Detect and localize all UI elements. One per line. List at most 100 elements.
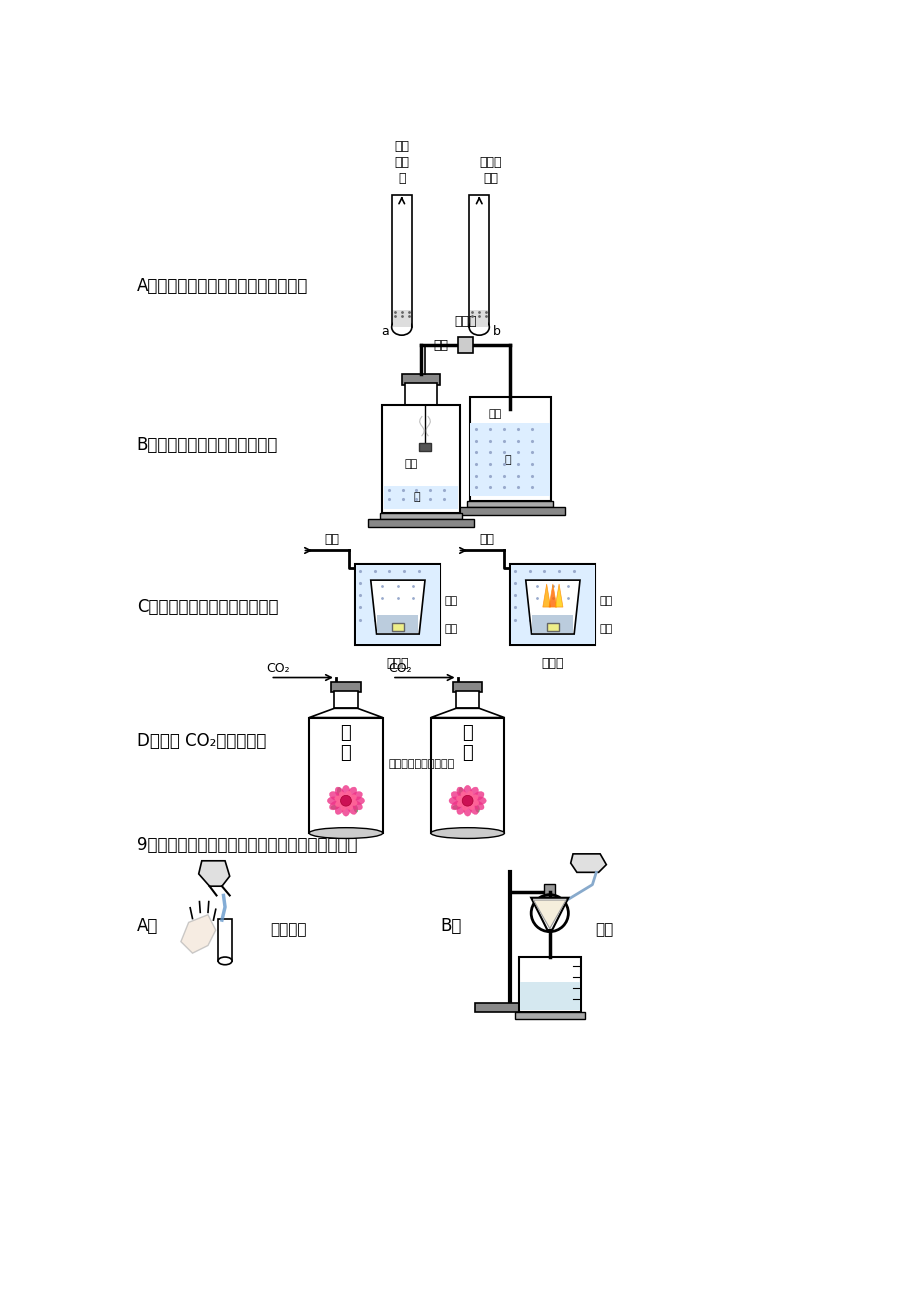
Bar (391, 195, 412, 327)
Ellipse shape (331, 805, 338, 809)
Text: 干
花: 干 花 (340, 724, 351, 763)
Ellipse shape (469, 319, 489, 335)
Ellipse shape (457, 803, 466, 815)
Text: B．探究空气中氧气的体积含量: B．探究空气中氧气的体积含量 (137, 436, 278, 454)
Text: 木炭: 木炭 (403, 460, 417, 469)
Text: 9．如图所示的实验基本操作中，正确的是（　）: 9．如图所示的实验基本操作中，正确的是（ ） (137, 836, 357, 854)
Ellipse shape (467, 801, 474, 810)
Ellipse shape (347, 794, 356, 802)
Ellipse shape (456, 796, 465, 802)
Bar (368, 519, 473, 526)
Ellipse shape (347, 803, 357, 815)
Bar (402, 374, 440, 385)
Bar (391, 624, 403, 631)
Bar (456, 691, 479, 708)
Bar (544, 884, 554, 900)
Ellipse shape (466, 792, 472, 801)
Bar (309, 717, 382, 833)
Polygon shape (549, 585, 556, 607)
Text: 冷水: 冷水 (444, 596, 457, 605)
Text: 白磷: 白磷 (598, 624, 612, 634)
Ellipse shape (469, 803, 478, 815)
Bar (469, 397, 550, 501)
Bar (470, 310, 488, 327)
Ellipse shape (342, 803, 349, 816)
Bar (331, 682, 360, 693)
Polygon shape (533, 900, 565, 928)
Ellipse shape (346, 801, 352, 810)
Ellipse shape (347, 786, 357, 798)
Ellipse shape (309, 828, 382, 838)
Polygon shape (370, 581, 425, 634)
Bar (380, 513, 461, 519)
Bar (430, 717, 504, 833)
Ellipse shape (351, 801, 362, 810)
Ellipse shape (472, 801, 483, 810)
Text: B．: B． (440, 917, 461, 935)
Ellipse shape (329, 801, 341, 810)
Bar (510, 564, 595, 646)
Ellipse shape (460, 792, 468, 801)
Bar (382, 405, 460, 513)
Text: b: b (492, 324, 500, 337)
Polygon shape (554, 585, 562, 607)
Ellipse shape (463, 785, 471, 798)
Text: A．比较镁、铁、铜的金属活动性强弱: A．比较镁、铁、铜的金属活动性强弱 (137, 276, 308, 294)
Text: 用石蒸溶液染成的纸花: 用石蒸溶液染成的纸花 (389, 759, 455, 768)
Polygon shape (181, 915, 216, 953)
Bar (470, 423, 550, 496)
Ellipse shape (218, 957, 232, 965)
Text: 弹簧夹: 弹簧夹 (454, 315, 476, 328)
Text: 木炭: 木炭 (488, 409, 501, 419)
Polygon shape (430, 708, 504, 717)
Polygon shape (309, 708, 382, 717)
Text: 硫酸铜
溶液: 硫酸铜 溶液 (479, 156, 502, 185)
Ellipse shape (472, 792, 483, 801)
Text: 湿
花: 湿 花 (461, 724, 472, 763)
Bar (404, 383, 437, 405)
Ellipse shape (391, 319, 412, 335)
Bar (510, 565, 594, 644)
Text: a: a (380, 324, 388, 337)
Bar (518, 957, 580, 1013)
Ellipse shape (469, 794, 478, 802)
Bar (467, 501, 552, 508)
Ellipse shape (351, 792, 362, 801)
Text: 空气: 空气 (479, 534, 494, 547)
Ellipse shape (340, 801, 346, 810)
Ellipse shape (457, 799, 465, 807)
Bar (418, 444, 431, 452)
Polygon shape (570, 854, 606, 872)
Bar (515, 1013, 584, 1018)
Ellipse shape (450, 801, 462, 810)
Text: 水: 水 (413, 492, 420, 503)
Text: CO₂: CO₂ (266, 661, 289, 674)
Ellipse shape (335, 799, 344, 807)
Text: 水: 水 (504, 454, 510, 465)
Circle shape (340, 796, 351, 806)
Bar (392, 310, 410, 327)
Bar (334, 691, 357, 708)
Bar (355, 564, 440, 646)
Ellipse shape (345, 792, 351, 801)
Ellipse shape (452, 805, 460, 809)
Polygon shape (532, 615, 573, 633)
Bar (457, 337, 472, 353)
Ellipse shape (342, 785, 349, 798)
Ellipse shape (457, 786, 466, 798)
Ellipse shape (352, 797, 364, 805)
Ellipse shape (335, 796, 344, 802)
Polygon shape (199, 861, 230, 887)
Ellipse shape (448, 797, 461, 805)
Text: 白磷: 白磷 (444, 624, 457, 634)
Text: C．探究温度对物质燃烧的影响: C．探究温度对物质燃烧的影响 (137, 598, 278, 616)
Text: 热水: 热水 (598, 596, 612, 605)
Ellipse shape (469, 786, 478, 798)
Ellipse shape (470, 799, 478, 806)
Text: CO₂: CO₂ (388, 661, 411, 674)
Text: 乙实验: 乙实验 (541, 656, 563, 669)
Polygon shape (542, 585, 550, 607)
Polygon shape (377, 615, 418, 633)
Text: 甲实验: 甲实验 (386, 656, 409, 669)
Bar (519, 982, 579, 1010)
